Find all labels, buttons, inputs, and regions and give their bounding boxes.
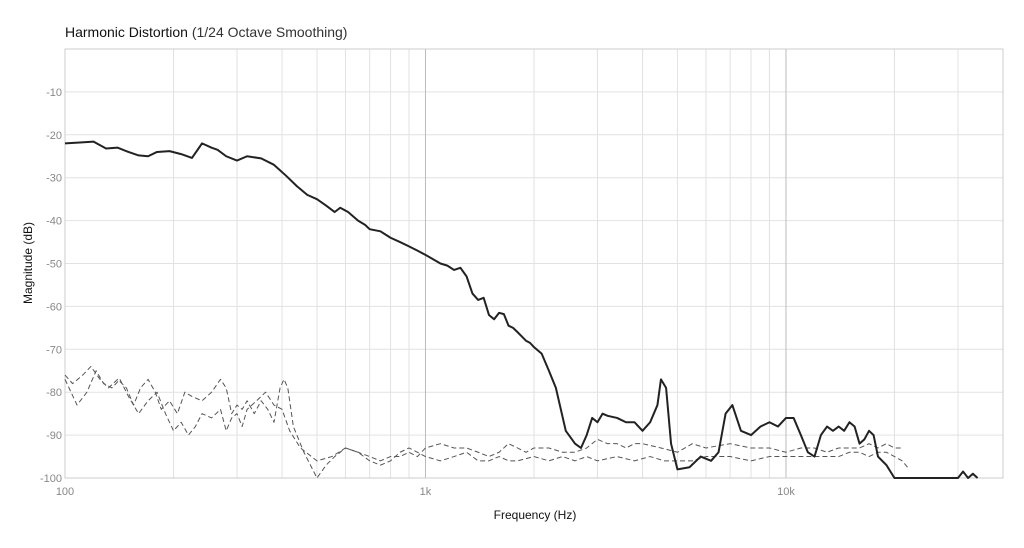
y-tick-label: -40 (46, 216, 62, 228)
series-line-main (64, 140, 979, 479)
x-tick-label: 1k (420, 486, 432, 498)
x-tick-label: 10k (777, 486, 795, 498)
chart-title: Harmonic Distortion (1/24 Octave Smoothi… (65, 24, 347, 40)
y-tick-label: -80 (46, 387, 62, 399)
x-axis-label: Frequency (Hz) (494, 508, 577, 522)
series-line-harmonic (64, 365, 910, 479)
x-tick-label: 100 (56, 486, 74, 498)
y-tick-label: -90 (46, 430, 62, 442)
y-tick-label: -20 (46, 130, 62, 142)
y-axis-ticks: -10 -20 -30 -40 -50 -60 -70 -80 -90 -100 (40, 87, 62, 485)
plot-frame (64, 48, 1004, 479)
x-axis-ticks: 100 1k 10k (56, 486, 796, 498)
chart-title-subtitle: (1/24 Octave Smoothing) (191, 24, 348, 40)
grid (64, 48, 1004, 479)
series-group (64, 140, 979, 479)
y-axis-label: Magnitude (dB) (21, 222, 35, 304)
y-tick-label: -30 (46, 173, 62, 185)
y-tick-label: -70 (46, 344, 62, 356)
series-line-harmonic (64, 370, 903, 462)
y-tick-label: -100 (40, 473, 62, 485)
chart-title-main: Harmonic Distortion (65, 24, 188, 40)
y-tick-label: -60 (46, 301, 62, 313)
y-tick-label: -50 (46, 259, 62, 271)
y-tick-label: -10 (46, 87, 62, 99)
